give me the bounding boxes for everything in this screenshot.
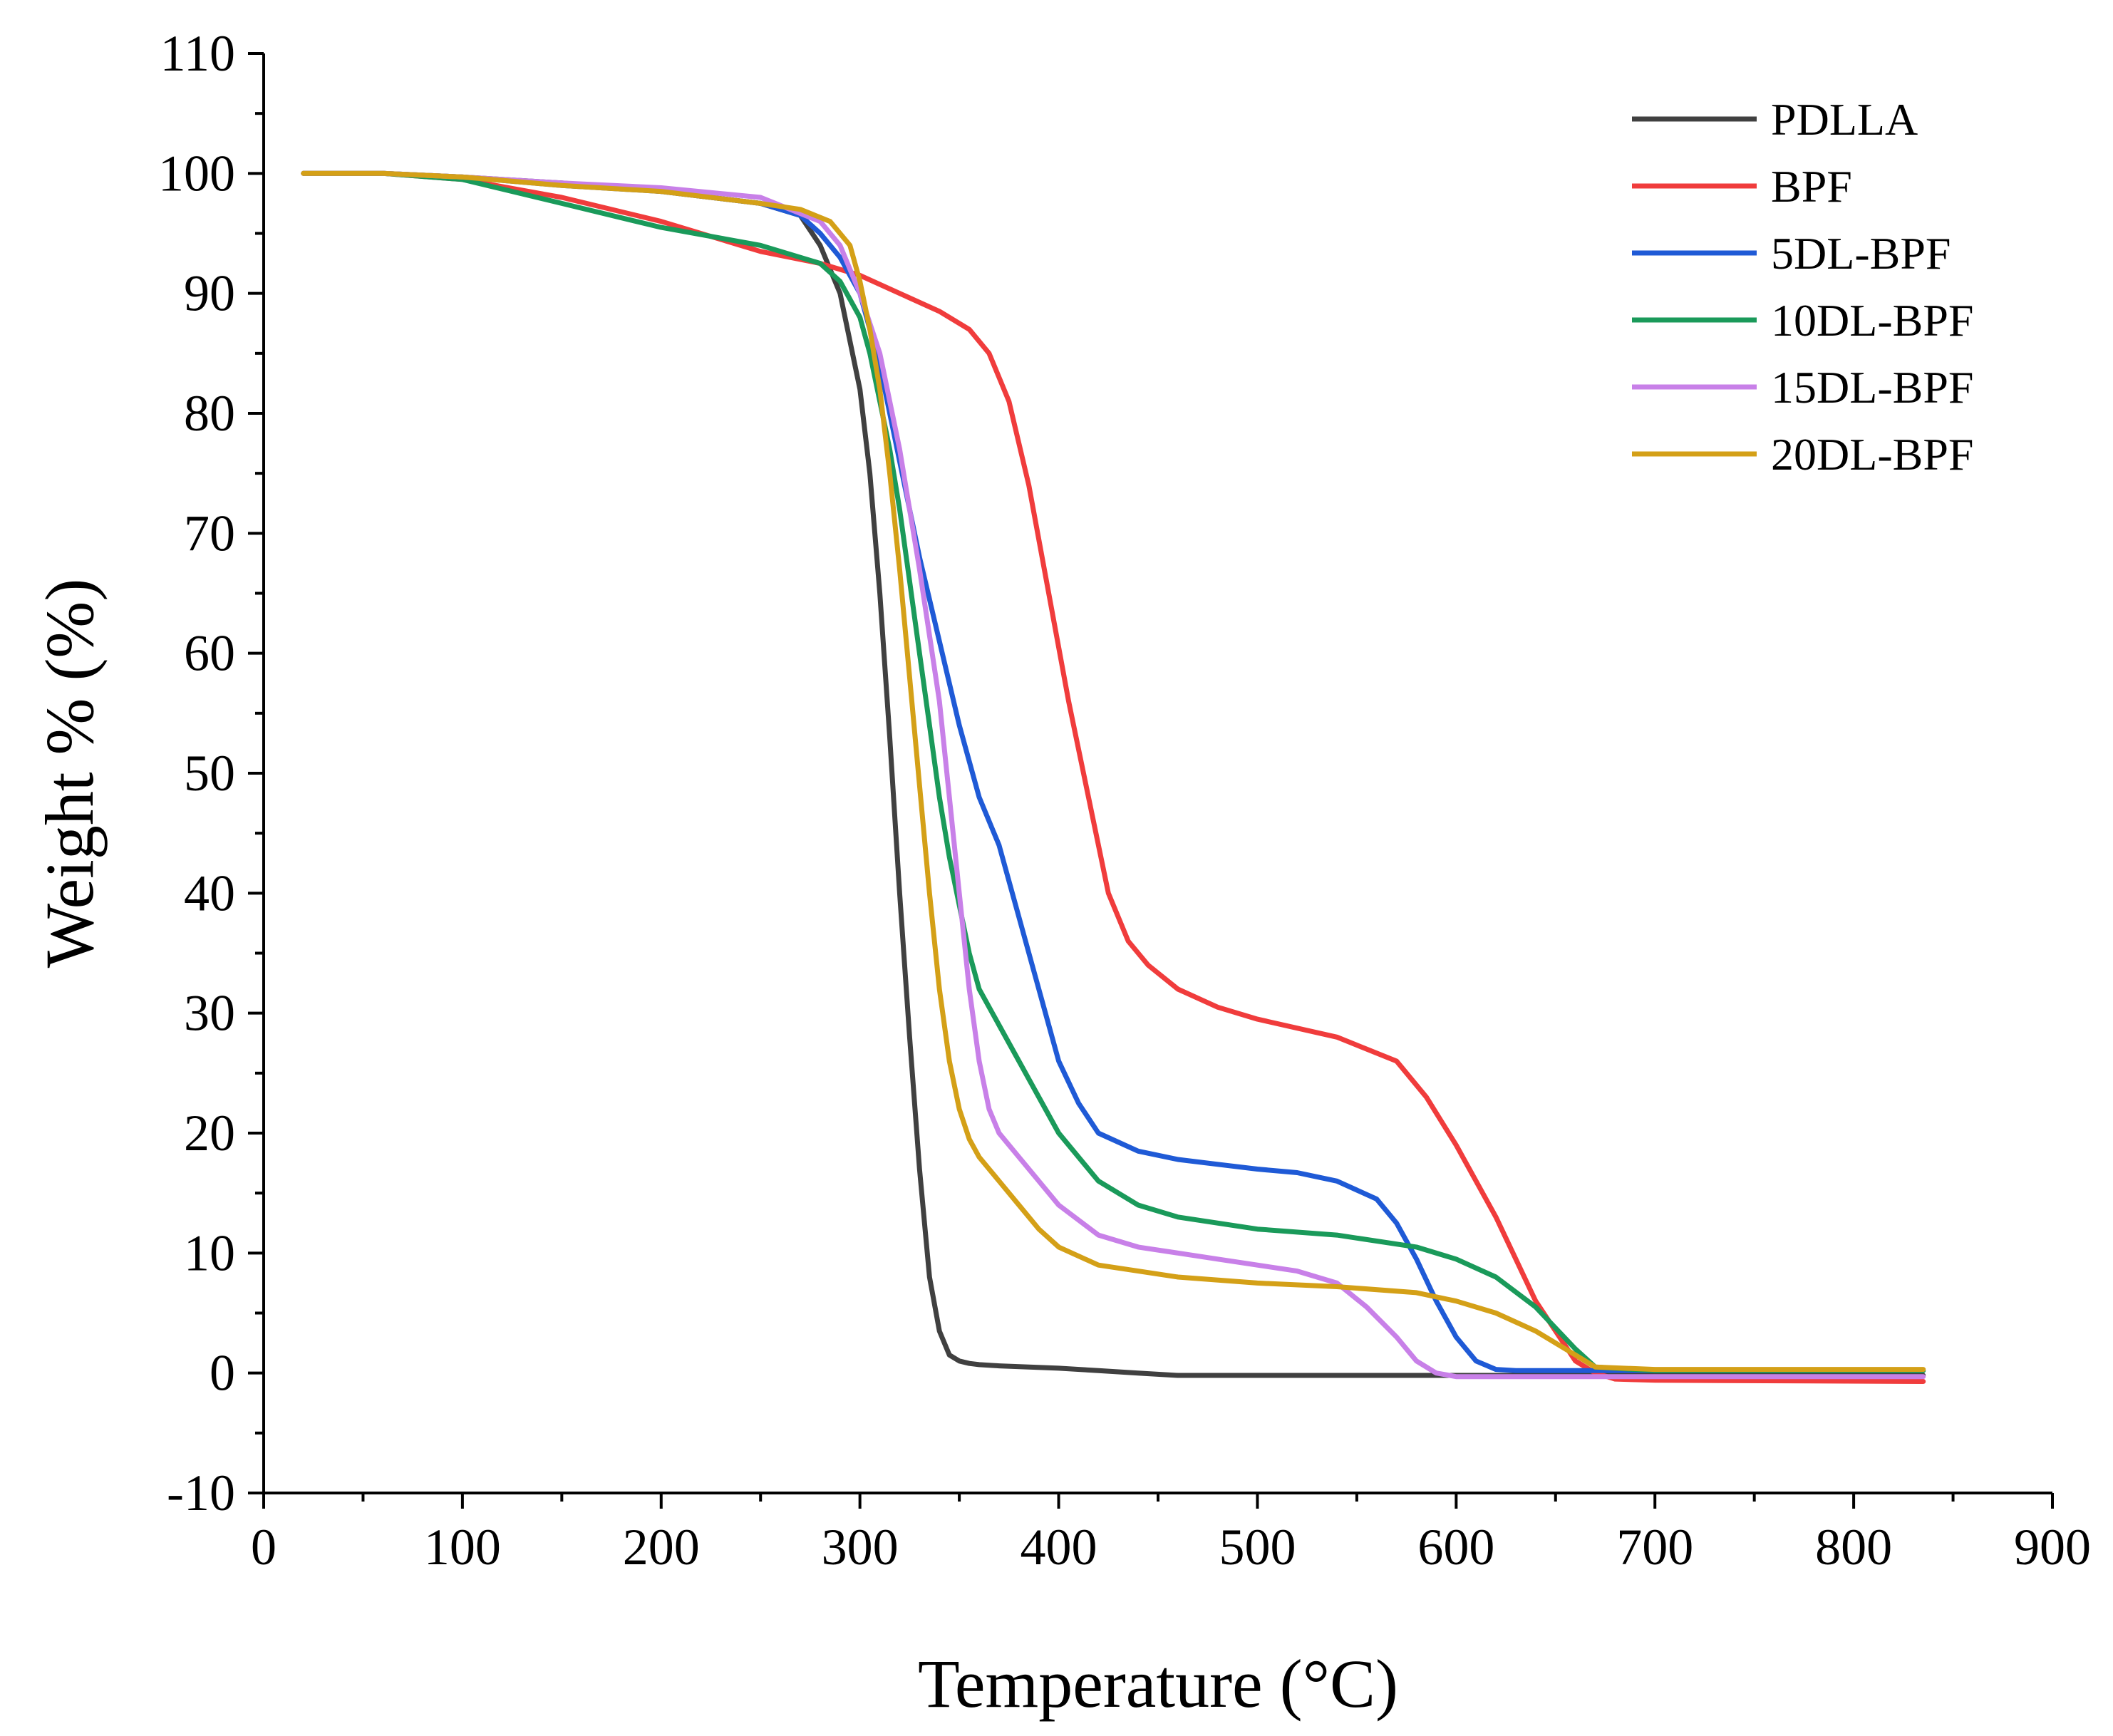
x-tick-label: 900	[2014, 1519, 2091, 1576]
series-line-bpf	[301, 170, 1926, 1384]
legend-label: 20DL-BPF	[1771, 429, 1974, 480]
legend-item: 10DL-BPF	[1632, 295, 1974, 346]
x-tick-label: 700	[1616, 1519, 1693, 1576]
y-tick-label: 40	[184, 864, 235, 921]
x-tick-label: 100	[424, 1519, 501, 1576]
series-line-10dl-bpf	[301, 170, 1926, 1373]
x-axis-ticks: 0 100 200 300 400 500 600 700 800 900	[251, 1493, 2091, 1576]
legend-item: 20DL-BPF	[1632, 429, 1974, 480]
series-line-pdlla	[301, 170, 1926, 1378]
legend-item: 15DL-BPF	[1632, 362, 1974, 413]
legend-label: BPF	[1771, 161, 1852, 212]
y-tick-label: 70	[184, 505, 235, 562]
y-tick-label: 60	[184, 625, 235, 682]
y-tick-label: 10	[184, 1224, 235, 1281]
legend-label: 5DL-BPF	[1771, 228, 1951, 279]
x-tick-label: 300	[822, 1519, 899, 1576]
y-tick-label: 50	[184, 745, 235, 802]
y-axis-ticks: -10 0 10 20 30 40 50 60 70 80 90 100 110	[158, 25, 264, 1521]
y-tick-label: 100	[158, 145, 235, 202]
x-tick-label: 200	[623, 1519, 700, 1576]
axes: 0 100 200 300 400 500 600 700 800 900 -10 0 10 20 30 4…	[158, 25, 2091, 1576]
x-tick-label: 400	[1021, 1519, 1097, 1576]
x-axis-title: Temperature (°C)	[918, 1645, 1398, 1722]
legend-item: PDLLA	[1632, 94, 1918, 145]
y-tick-label: 30	[184, 985, 235, 1042]
legend-item: 5DL-BPF	[1632, 228, 1951, 279]
y-tick-label: -10	[167, 1464, 235, 1521]
legend: PDLLA BPF 5DL-BPF 10DL-BPF 15DL-BPF 20DL-BPF	[1632, 94, 1974, 480]
legend-item: BPF	[1632, 161, 1852, 212]
y-tick-label: 110	[160, 25, 235, 82]
y-axis-title: Weight % (%)	[31, 579, 108, 968]
y-tick-label: 20	[184, 1105, 235, 1162]
series-line-15dl-bpf	[301, 170, 1926, 1380]
series-line-20dl-bpf	[301, 170, 1926, 1373]
y-tick-label: 80	[184, 385, 235, 442]
x-tick-label: 0	[251, 1519, 277, 1576]
legend-label: 10DL-BPF	[1771, 295, 1974, 346]
x-tick-label: 600	[1417, 1519, 1494, 1576]
legend-label: 15DL-BPF	[1771, 362, 1974, 413]
x-tick-label: 800	[1815, 1519, 1892, 1576]
legend-label: PDLLA	[1771, 94, 1918, 145]
y-tick-label: 0	[210, 1345, 235, 1402]
y-tick-label: 90	[184, 265, 235, 322]
plot-area	[301, 170, 1926, 1384]
x-tick-label: 500	[1219, 1519, 1296, 1576]
